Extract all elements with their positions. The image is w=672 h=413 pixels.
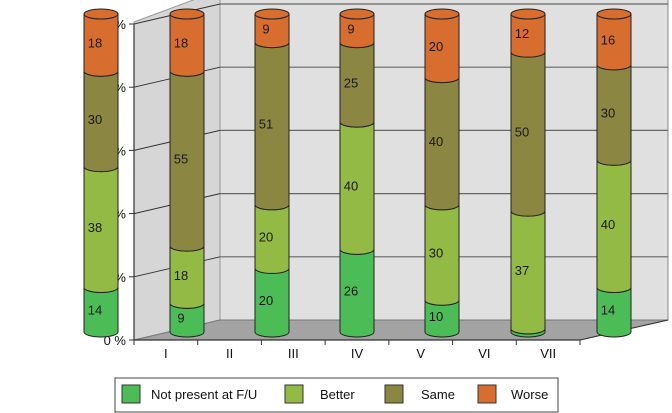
data-label-same: 30 — [88, 112, 102, 127]
floor — [133, 319, 669, 341]
data-label-worse: 16 — [601, 32, 615, 47]
cylinder-VI: 37 50 12 — [510, 8, 546, 338]
cylinder-II: 9 18 55 18 — [169, 8, 205, 338]
cylinder-top-cap — [83, 8, 119, 20]
legend-label-better: Better — [320, 387, 355, 402]
x-tick-label: I — [164, 346, 168, 361]
data-label-worse: 9 — [262, 21, 269, 36]
cylinder-top-cap — [424, 8, 460, 20]
cylinder-top-cap — [339, 8, 375, 20]
data-label-same: 25 — [344, 75, 358, 90]
data-label-worse: 9 — [347, 21, 354, 36]
data-label-better: 38 — [88, 220, 102, 235]
data-label-not-present: 20 — [259, 293, 273, 308]
data-label-better: 20 — [259, 230, 273, 245]
data-label-not-present: 14 — [88, 303, 102, 318]
x-tick-label: IV — [351, 346, 364, 361]
data-label-same: 50 — [515, 125, 529, 140]
data-label-worse: 18 — [88, 36, 102, 51]
cylinder-top-cap — [254, 8, 290, 20]
data-label-better: 40 — [344, 179, 358, 194]
data-label-not-present: 26 — [344, 284, 358, 299]
cylinder-III: 20 20 51 9 — [254, 8, 290, 338]
cylinder-VII: 14 40 30 16 — [596, 8, 632, 338]
data-label-same: 40 — [429, 134, 443, 149]
data-label-not-present: 14 — [601, 303, 615, 318]
cylinder-V: 10 30 40 20 — [424, 8, 460, 338]
legend-label-not-present: Not present at F/U — [151, 387, 257, 402]
cylinder-I: 14 38 30 18 — [83, 8, 119, 338]
x-axis-tick-labels: I II III IV V VI VII — [164, 346, 556, 361]
x-tick-label: III — [288, 346, 299, 361]
data-label-worse: 20 — [429, 39, 443, 54]
legend-swatch-not-present — [121, 384, 141, 404]
legend-swatch-better — [284, 384, 304, 404]
x-tick-label: V — [416, 346, 425, 361]
x-tick-label: II — [226, 346, 233, 361]
data-label-better: 37 — [515, 263, 529, 278]
data-label-worse: 18 — [174, 36, 188, 51]
legend-swatch-same — [384, 384, 404, 404]
data-label-same: 55 — [174, 152, 188, 167]
legend: Not present at F/U Better Same Worse — [114, 377, 559, 413]
cylinder-top-cap — [510, 8, 546, 20]
x-tick-label: VII — [540, 346, 556, 361]
data-label-not-present: 10 — [429, 309, 443, 324]
legend-label-same: Same — [421, 387, 455, 402]
data-label-better: 30 — [429, 246, 443, 261]
data-label-not-present: 9 — [177, 311, 184, 326]
data-label-same: 51 — [259, 117, 273, 132]
data-label-worse: 12 — [515, 26, 529, 41]
cylinder-top-cap — [596, 8, 632, 20]
chart-walls — [133, 0, 669, 341]
data-label-better: 40 — [601, 217, 615, 232]
data-label-same: 30 — [601, 106, 615, 121]
legend-swatch-worse — [477, 384, 497, 404]
x-tick-label: VI — [478, 346, 490, 361]
cylinder-top-cap — [169, 8, 205, 20]
data-label-better: 18 — [174, 268, 188, 283]
legend-label-worse: Worse — [511, 387, 548, 402]
cylinder-IV: 26 40 25 9 — [339, 8, 375, 338]
bars: 14 38 30 18 9 18 55 18 20 20 51 9 26 40 25 9 10 30 40 20 37 5… — [83, 8, 632, 338]
